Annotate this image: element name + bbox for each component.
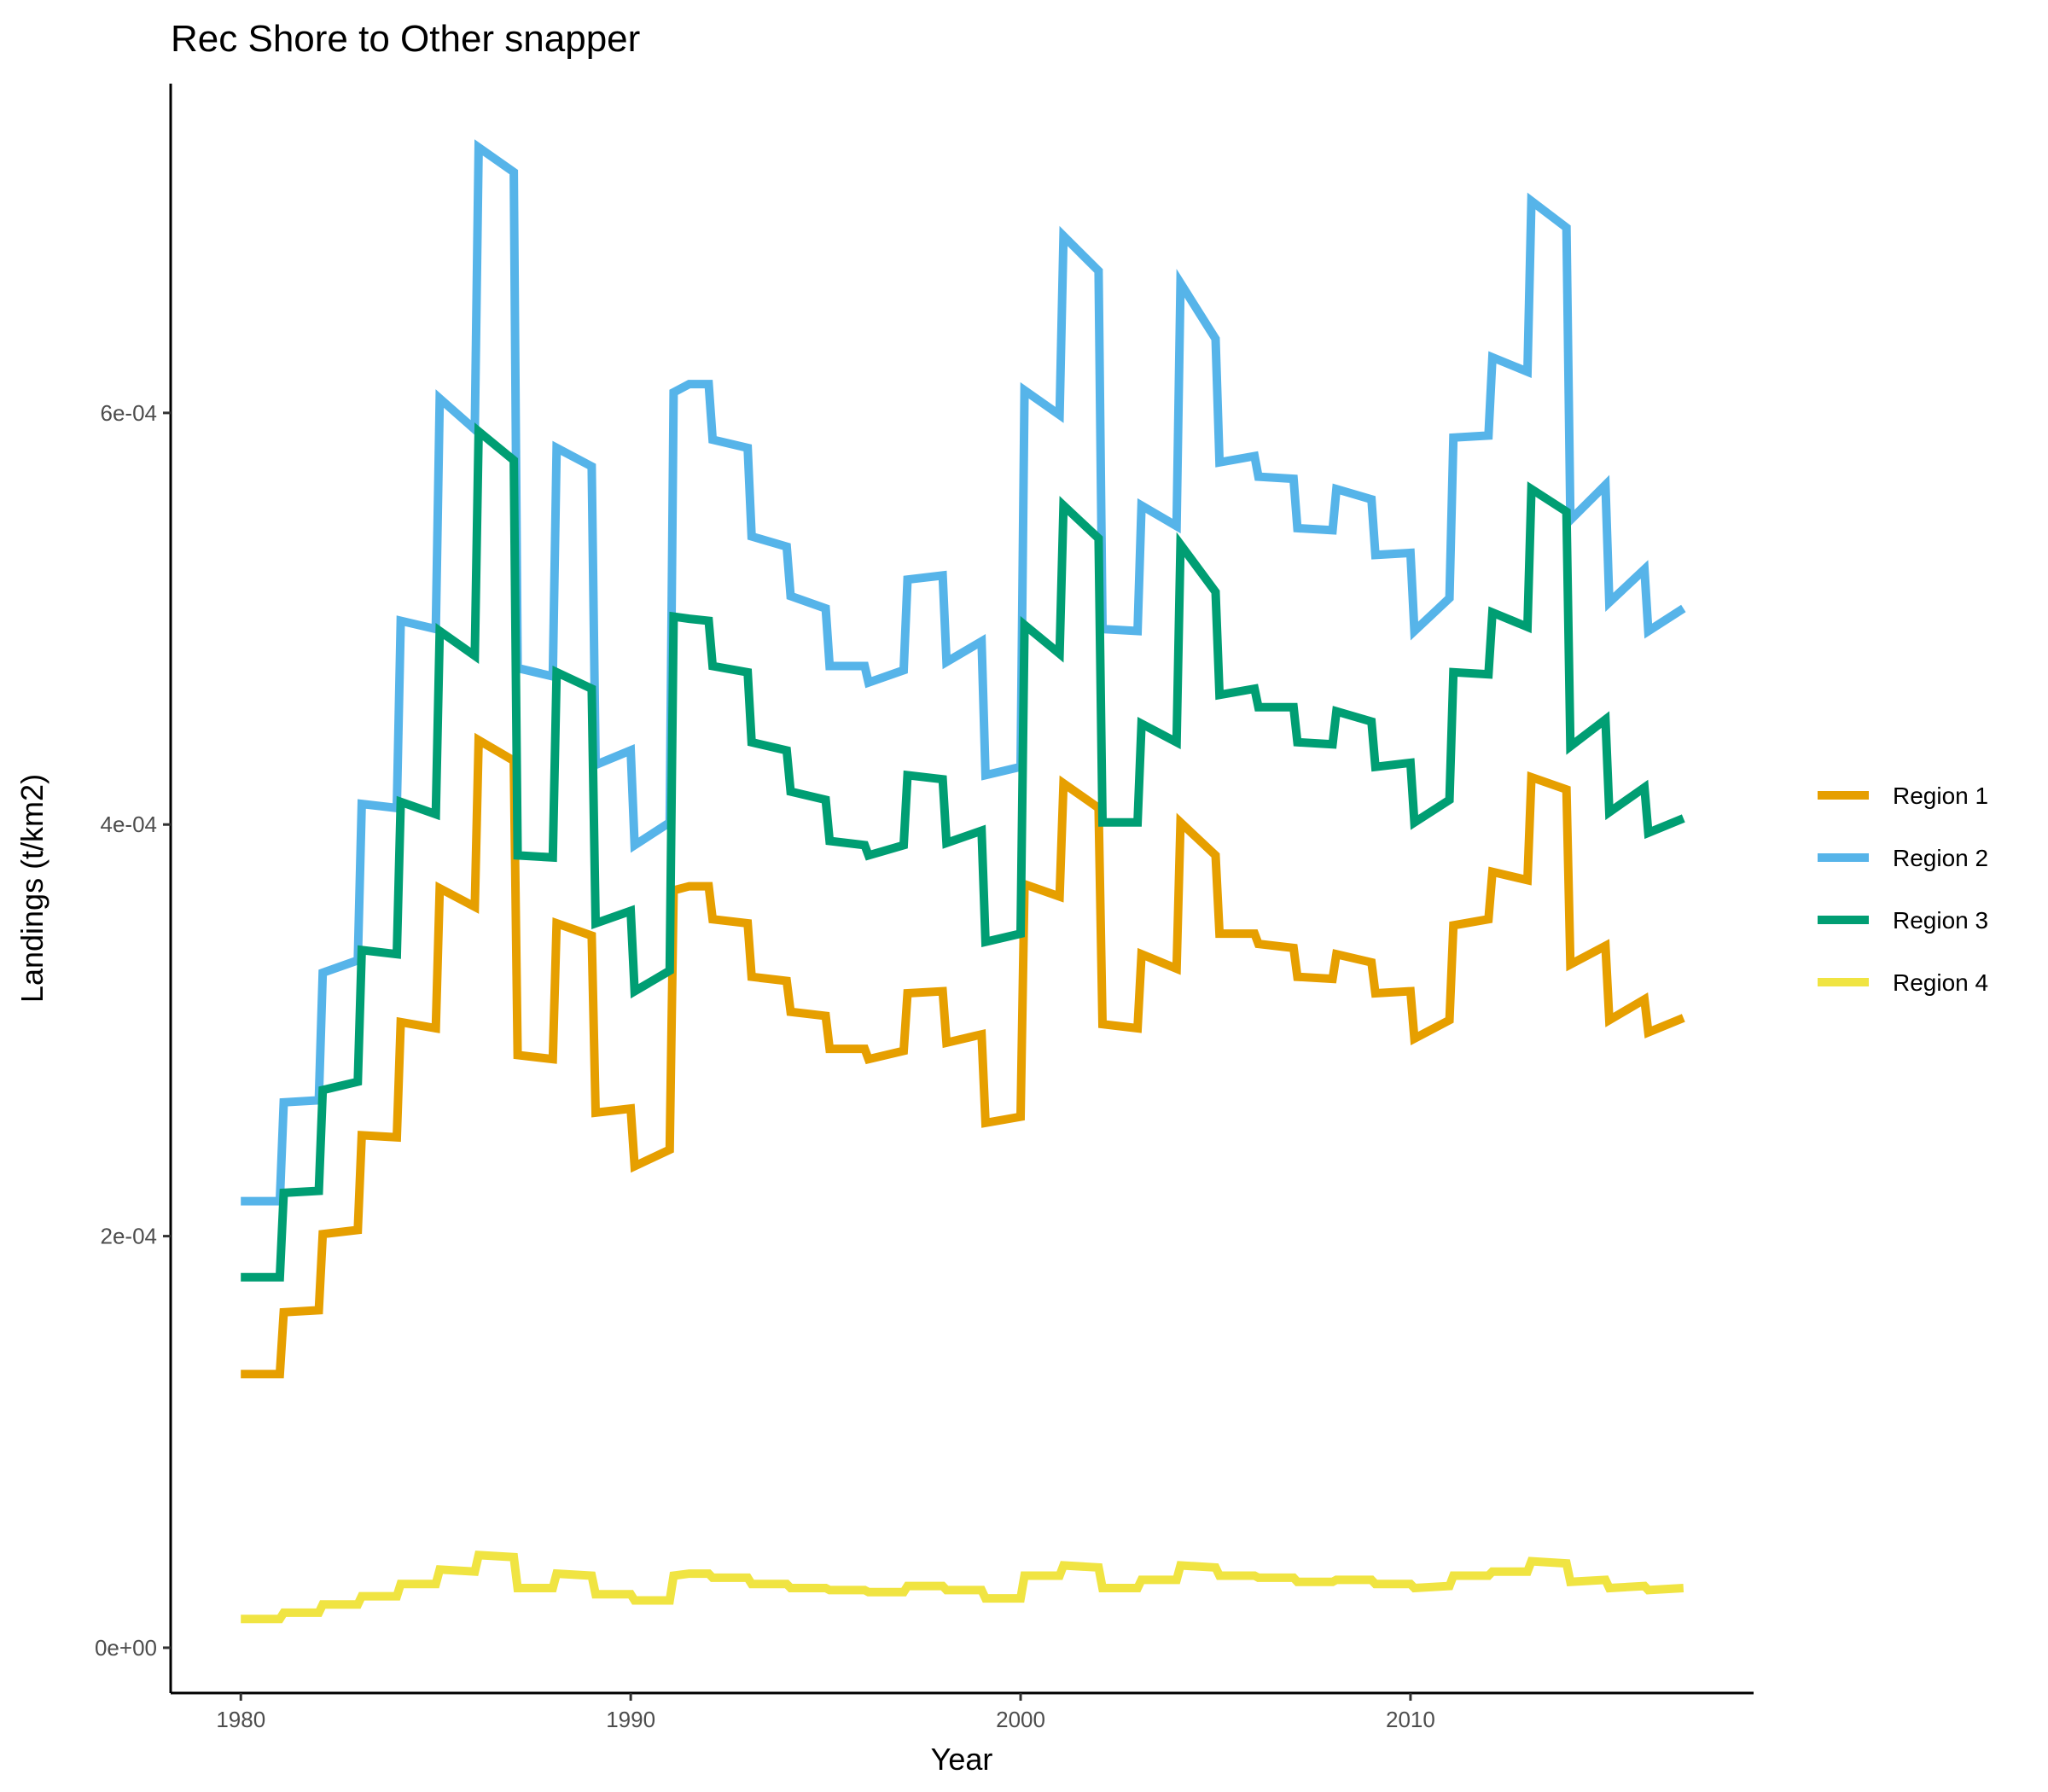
series-line-region-2 [241, 139, 1686, 1206]
x-tick-label: 1980 [216, 1707, 265, 1732]
y-axis-ticks: 0e+00 2e-04 4e-04 6e-04 [95, 400, 171, 1661]
x-axis-ticks: 1980 1990 2000 2010 [216, 1693, 1435, 1732]
x-axis-title: Year [931, 1742, 993, 1777]
y-tick-label: 6e-04 [101, 400, 158, 426]
x-tick-label: 1990 [606, 1707, 655, 1732]
y-tick-label: 0e+00 [95, 1635, 157, 1661]
legend-label-region-3: Region 3 [1893, 907, 1988, 934]
x-tick-label: 2000 [996, 1707, 1045, 1732]
y-tick-label: 4e-04 [101, 812, 158, 837]
legend: Region 1 Region 2 Region 3 Region 4 [1818, 783, 1988, 996]
y-tick-label: 2e-04 [101, 1224, 158, 1249]
legend-label-region-1: Region 1 [1893, 783, 1988, 809]
plot-series [241, 139, 1686, 1624]
series-line-region-4 [241, 1551, 1684, 1624]
x-tick-label: 2010 [1386, 1707, 1435, 1732]
series-line-region-3 [241, 422, 1685, 1282]
legend-label-region-2: Region 2 [1893, 845, 1988, 871]
chart-title: Rec Shore to Other snapper [171, 18, 640, 60]
y-axis-title: Landings (t/km2) [15, 774, 49, 1003]
series-line-region-1 [241, 732, 1685, 1379]
legend-label-region-4: Region 4 [1893, 969, 1988, 996]
